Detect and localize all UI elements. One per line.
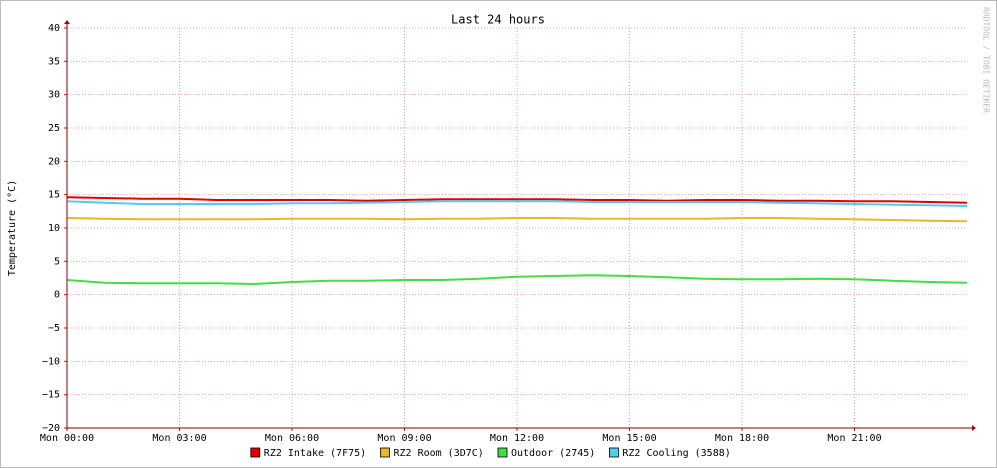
legend-label: RZ2 Intake (7F75) <box>264 448 366 459</box>
y-tick-label: 5 <box>54 256 60 267</box>
x-tick-label: Mon 03:00 <box>152 433 206 444</box>
y-tick-label: 25 <box>48 123 60 134</box>
series-line <box>66 196 968 204</box>
y-tick-label: 30 <box>48 90 60 101</box>
x-tick-label: Mon 21:00 <box>827 433 881 444</box>
y-tick-label: 15 <box>48 190 60 201</box>
legend-swatch <box>609 447 619 458</box>
x-tick-label: Mon 18:00 <box>715 433 769 444</box>
legend-swatch <box>497 447 508 458</box>
x-tick-label: Mon 12:00 <box>490 433 544 444</box>
x-axis-arrow <box>972 425 976 431</box>
y-tick-label: 20 <box>48 156 60 167</box>
legend-swatch <box>250 447 261 458</box>
x-tick-label: Mon 06:00 <box>265 433 319 444</box>
y-tick-label: 0 <box>54 290 60 301</box>
series-line <box>66 274 968 286</box>
y-tick-label: 40 <box>48 23 60 34</box>
side-note: RRDTOOL / TOBI OETIKER <box>982 7 991 113</box>
y-tick-label: 35 <box>48 56 60 67</box>
plot <box>66 196 968 286</box>
y-tick-label: −10 <box>42 356 60 367</box>
y-axis-arrow <box>64 20 70 24</box>
legend-label: Outdoor (2745) <box>511 448 595 459</box>
legend: RZ2 Intake (7F75) RZ2 Room (3D7C) Outdoor … <box>250 447 731 459</box>
chart-title: Last 24 hours <box>451 13 545 27</box>
y-tick-label: 10 <box>48 223 60 234</box>
x-tick-label: Mon 15:00 <box>602 433 656 444</box>
y-tick-label: −5 <box>48 323 60 334</box>
legend-label: RZ2 Cooling (3588) <box>622 448 730 459</box>
legend-swatch <box>380 447 390 458</box>
series-line <box>66 217 968 223</box>
y-tick-label: −20 <box>42 423 60 434</box>
y-axis-label: Temperature (°C) <box>7 180 18 276</box>
x-tick-label: Mon 00:00 <box>40 433 94 444</box>
legend-label: RZ2 Room (3D7C) <box>394 448 484 459</box>
series-line <box>66 200 968 207</box>
x-tick-label: Mon 09:00 <box>377 433 431 444</box>
y-tick-label: −15 <box>42 390 60 401</box>
